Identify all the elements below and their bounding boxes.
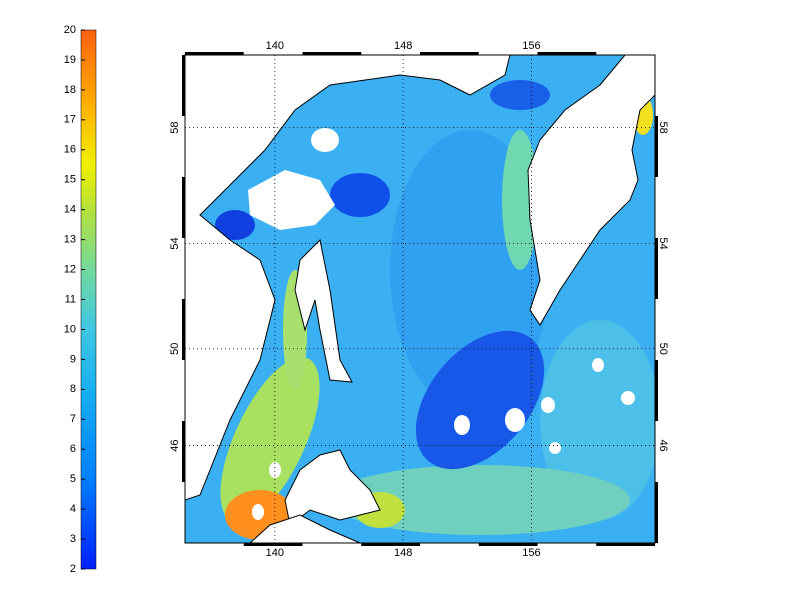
lon-label-bottom: 148 <box>394 547 412 559</box>
colorbar-tick-label: 7 <box>70 413 76 425</box>
frame-border <box>182 421 185 482</box>
lon-label-top: 140 <box>266 40 284 52</box>
frame-border <box>596 543 655 546</box>
frame-border <box>655 238 658 299</box>
frame-border <box>537 52 597 55</box>
colorbar-tick-label: 17 <box>64 114 76 126</box>
colorbar-tick-label: 9 <box>70 353 76 365</box>
lat-label-left: 46 <box>169 439 181 451</box>
frame-border <box>478 543 538 546</box>
colorbar-tick-label: 20 <box>64 24 76 36</box>
colorbar-tick-label: 10 <box>64 323 76 335</box>
colorbar-tick-label: 12 <box>64 263 76 275</box>
frame-border <box>361 543 420 546</box>
lon-label-top: 156 <box>522 40 540 52</box>
colorbar-tick-label: 13 <box>64 234 76 246</box>
colorbar-tick-label: 8 <box>70 383 76 395</box>
lat-label-left: 58 <box>169 121 181 133</box>
map-frame <box>184 54 656 544</box>
colorbar-tick-label: 14 <box>64 204 76 216</box>
lon-label-top: 148 <box>394 40 412 52</box>
lat-label-right: 58 <box>657 121 669 133</box>
lat-label-left: 50 <box>169 343 181 355</box>
lat-label-right: 50 <box>657 343 669 355</box>
frame-border <box>655 116 658 177</box>
lat-label-right: 46 <box>657 439 669 451</box>
lat-label-left: 54 <box>169 237 181 249</box>
colorbar-tick-label: 15 <box>64 174 76 186</box>
colorbar-tick-label: 18 <box>64 84 76 96</box>
frame-border <box>182 299 185 360</box>
frame-border <box>243 543 303 546</box>
colorbar-tick-label: 2 <box>70 563 76 575</box>
lon-label-bottom: 156 <box>522 547 540 559</box>
colorbar-tick-label: 3 <box>70 533 76 545</box>
frame-border <box>182 55 185 116</box>
frame-border <box>655 360 658 421</box>
colorbar-tick-label: 4 <box>70 503 76 515</box>
frame-border <box>182 177 185 238</box>
frame-border <box>302 52 362 55</box>
colorbar-tick-label: 5 <box>70 473 76 485</box>
frame-border <box>185 52 244 55</box>
colorbar-tick-label: 19 <box>64 54 76 66</box>
frame-border <box>420 52 479 55</box>
colorbar-tick-label: 11 <box>65 293 76 305</box>
lon-label-bottom: 140 <box>266 547 284 559</box>
frame-border <box>655 482 658 543</box>
lat-label-right: 54 <box>657 237 669 249</box>
colorbar-tick-label: 6 <box>70 443 76 455</box>
colorbar-tick-label: 16 <box>64 144 76 156</box>
map-field <box>185 55 655 543</box>
